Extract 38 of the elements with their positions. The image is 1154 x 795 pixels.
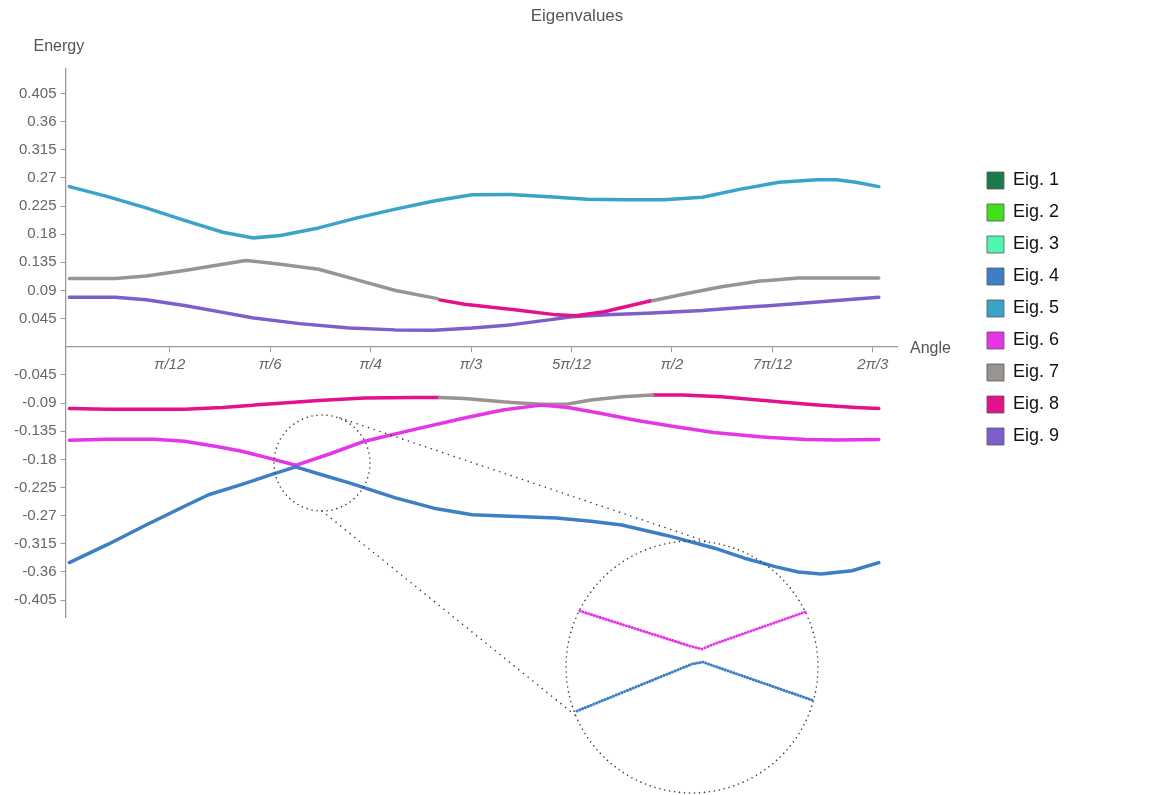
y-tick-label: -0.045 [13, 365, 57, 383]
x-tick-label: π/6 [258, 354, 283, 372]
x-tick-label: π/3 [459, 354, 484, 372]
x-tick-label: 7π/12 [752, 354, 793, 372]
legend-label: Eig. 8 [1012, 393, 1059, 414]
legend-label: Eig. 2 [1012, 201, 1059, 222]
y-tick-label: -0.225 [13, 477, 57, 495]
x-axis-title: Angle [909, 339, 951, 357]
legend-label: Eig. 9 [1012, 425, 1059, 446]
y-tick-label: 0.09 [27, 280, 57, 298]
y-tick-label: -0.27 [22, 505, 57, 523]
y-tick-label: -0.135 [13, 421, 57, 439]
x-tick-label: π/12 [154, 354, 186, 372]
y-axis-title: Energy [33, 36, 85, 54]
y-tick-label: 0.045 [18, 308, 57, 326]
x-tick-label: 2π/3 [856, 354, 889, 372]
legend-label: Eig. 7 [1012, 361, 1059, 382]
legend-label: Eig. 5 [1012, 297, 1059, 318]
y-tick-label: -0.315 [13, 533, 57, 551]
y-tick-label: 0.405 [18, 83, 57, 101]
chart-title: Eigenvalues [530, 5, 624, 25]
x-tick-label: π/4 [359, 354, 382, 372]
y-tick-label: 0.27 [27, 168, 57, 186]
y-tick-label: -0.09 [22, 393, 57, 411]
legend-label: Eig. 6 [1012, 329, 1059, 350]
y-tick-label: -0.18 [22, 449, 57, 467]
legend-label: Eig. 4 [1012, 265, 1059, 286]
y-tick-label: 0.36 [27, 111, 57, 129]
legend-label: Eig. 3 [1012, 233, 1059, 254]
y-tick-label: 0.135 [18, 252, 57, 270]
y-tick-label: 0.225 [18, 196, 57, 214]
y-tick-label: 0.315 [18, 139, 57, 157]
legend-label: Eig. 1 [1012, 169, 1059, 190]
y-tick-label: 0.18 [27, 224, 57, 242]
y-tick-label: -0.405 [13, 590, 57, 608]
x-tick-label: 5π/12 [551, 354, 592, 372]
x-tick-label: π/2 [660, 354, 684, 372]
y-tick-label: -0.36 [22, 562, 57, 580]
